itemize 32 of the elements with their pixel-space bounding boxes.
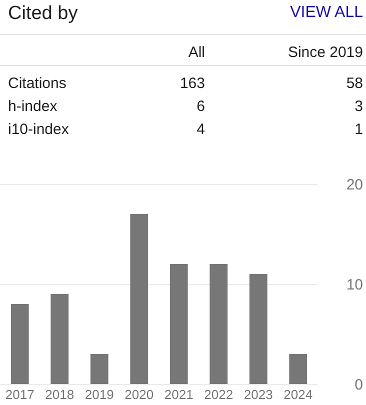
- x-tick-label: 2018: [45, 387, 74, 402]
- data-label: 58: [346, 75, 363, 92]
- x-tick-label: 2020: [124, 387, 154, 402]
- data-label: 4: [196, 121, 205, 138]
- bar: [249, 274, 268, 384]
- text: VIEW ALL: [290, 4, 364, 21]
- x-tick-label: 2023: [244, 387, 273, 402]
- y-tick-label: 10: [346, 276, 363, 294]
- x-tick-label: 2017: [5, 387, 34, 402]
- data-label: 1: [354, 121, 363, 138]
- chart-title: Cited by: [8, 3, 78, 24]
- bar: [170, 264, 188, 384]
- bar: [10, 304, 29, 384]
- x-tick-label: All: [188, 44, 205, 61]
- x-tick-label: 2022: [204, 387, 234, 402]
- bar: [50, 294, 69, 384]
- bar: [289, 354, 308, 384]
- y-tick-label: i10-index: [8, 121, 70, 138]
- bar: [90, 354, 108, 384]
- y-tick-label: Citations: [8, 75, 66, 92]
- data-label: 163: [180, 75, 205, 92]
- x-tick-label: 2019: [84, 387, 114, 402]
- y-tick-label: h-index: [8, 98, 58, 115]
- bar: [130, 214, 148, 384]
- data-label: 3: [354, 98, 363, 115]
- x-tick-label: 2024: [284, 387, 313, 402]
- y-tick-label: 20: [346, 176, 363, 194]
- x-tick-label: Since 2019: [288, 44, 363, 61]
- bar: [210, 264, 228, 384]
- y-tick-label: 0: [354, 376, 363, 394]
- x-tick-label: 2021: [164, 387, 194, 402]
- data-label: 6: [196, 98, 205, 115]
